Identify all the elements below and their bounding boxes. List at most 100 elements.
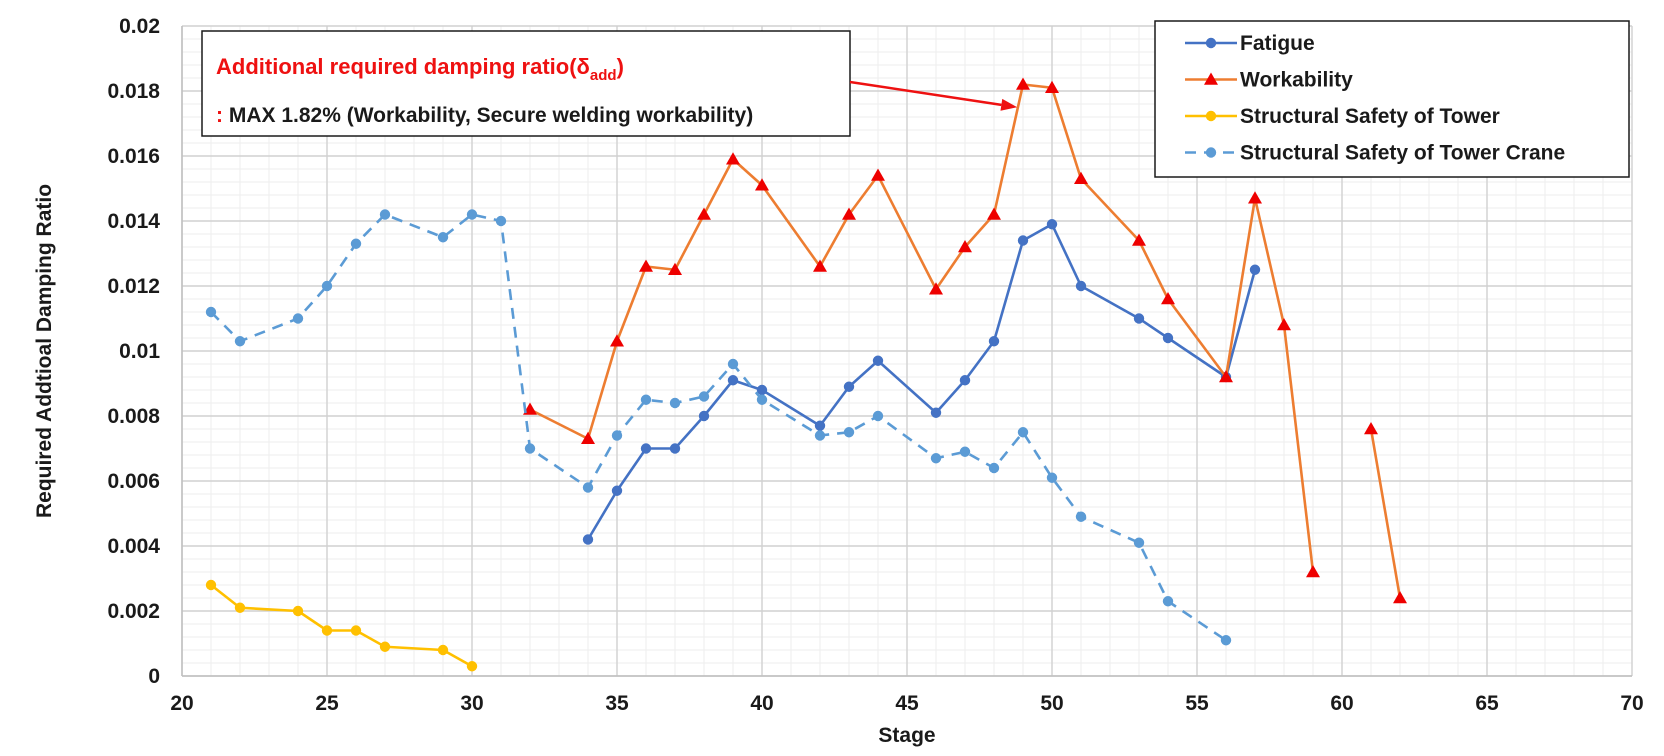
data-point-fatigue	[582, 534, 594, 545]
x-tick-label: 40	[750, 692, 773, 715]
y-tick-label: 0.012	[107, 275, 160, 298]
data-point-fatigue	[1162, 332, 1174, 344]
data-point-workability	[1248, 191, 1262, 204]
data-point-structural-safety-of-tower-crane	[1046, 472, 1058, 483]
data-point-structural-safety-of-tower-crane	[756, 394, 768, 405]
annotation-title: Additional required damping ratio(δadd)	[216, 54, 624, 84]
data-point-structural-safety-of-tower-crane	[843, 427, 855, 438]
data-point-workability	[1074, 171, 1088, 184]
data-point-fatigue	[1249, 264, 1261, 275]
data-point-fatigue	[1075, 280, 1087, 292]
y-tick-label: 0.02	[119, 15, 160, 38]
data-point-structural-safety-of-tower	[379, 641, 391, 652]
data-point-fatigue	[930, 407, 942, 418]
data-point-structural-safety-of-tower-crane	[1133, 537, 1145, 548]
data-point-workability	[668, 262, 682, 275]
legend: Fatigue Workability Structural Safety of T…	[1154, 20, 1630, 178]
data-point-structural-safety-of-tower-crane	[292, 313, 304, 324]
data-point-fatigue	[640, 443, 652, 454]
x-tick-label: 70	[1620, 692, 1643, 715]
series-fatigue	[582, 219, 1261, 545]
data-point-workability	[610, 334, 624, 347]
annotation-text: : MAX 1.82% (Workability, Secure welding…	[216, 104, 753, 127]
data-point-structural-safety-of-tower	[292, 605, 304, 617]
data-point-fatigue	[1133, 313, 1145, 324]
legend-marker-workability	[1204, 72, 1218, 85]
x-tick-label: 25	[315, 692, 339, 715]
data-point-structural-safety-of-tower-crane	[234, 336, 246, 347]
data-point-structural-safety-of-tower-crane	[350, 238, 362, 249]
x-tick-label: 60	[1330, 692, 1353, 715]
annotation-title-close: )	[617, 54, 624, 79]
data-point-structural-safety-of-tower	[321, 625, 333, 636]
data-point-fatigue	[669, 443, 681, 454]
legend-item-workability: Workability	[1185, 69, 1353, 92]
data-point-structural-safety-of-tower-crane	[698, 391, 710, 402]
data-point-structural-safety-of-tower-crane	[437, 232, 449, 243]
data-point-workability	[842, 207, 856, 220]
data-point-workability	[1277, 318, 1291, 331]
legend-marker-structural-safety-of-tower	[1205, 110, 1217, 122]
data-point-structural-safety-of-tower-crane	[872, 410, 884, 422]
legend-label-structural-safety-of-tower: Structural Safety of Tower	[1240, 105, 1500, 128]
series-line-structural-safety-of-tower-crane	[210, 213, 1227, 642]
data-point-workability	[871, 168, 885, 181]
annotation-subscript: add	[590, 67, 617, 84]
x-tick-label: 30	[460, 692, 483, 715]
data-point-workability	[813, 259, 827, 272]
data-point-structural-safety-of-tower-crane	[205, 306, 217, 318]
data-point-structural-safety-of-tower-crane	[466, 209, 478, 220]
series-structural-safety-of-tower	[205, 579, 478, 672]
data-point-workability	[1219, 370, 1233, 383]
annotation-arrowhead	[1000, 98, 1018, 111]
data-point-structural-safety-of-tower-crane	[1220, 635, 1232, 646]
data-point-structural-safety-of-tower-crane	[582, 482, 594, 493]
x-tick-label: 55	[1185, 692, 1209, 715]
y-tick-label: 0.006	[107, 470, 160, 493]
data-point-structural-safety-of-tower-crane	[640, 394, 652, 405]
data-point-workability	[726, 152, 740, 165]
data-point-fatigue	[959, 375, 971, 386]
data-point-structural-safety-of-tower	[437, 644, 449, 656]
data-point-workability	[639, 259, 653, 272]
data-point-workability	[1161, 292, 1175, 305]
data-point-structural-safety-of-tower	[466, 661, 478, 672]
y-axis-title: Required Addtioal Damping Ratio	[33, 184, 56, 518]
legend-item-structural-safety-of-tower: Structural Safety of Tower	[1185, 105, 1500, 128]
data-point-workability	[987, 207, 1001, 220]
data-point-structural-safety-of-tower-crane	[1162, 596, 1174, 607]
series-line-workability	[1369, 428, 1402, 599]
legend-label-workability: Workability	[1240, 69, 1353, 92]
y-tick-label: 0.008	[107, 405, 160, 428]
series-structural-safety-of-tower-crane	[205, 209, 1232, 646]
x-axis-title: Stage	[878, 724, 935, 747]
x-tick-label: 50	[1040, 692, 1063, 715]
data-point-fatigue	[872, 355, 884, 366]
data-point-workability	[1364, 422, 1378, 435]
data-point-fatigue	[727, 375, 739, 386]
data-point-fatigue	[756, 384, 768, 396]
annotation-box	[201, 30, 851, 137]
data-point-structural-safety-of-tower-crane	[669, 397, 681, 409]
data-point-workability	[1132, 233, 1146, 246]
data-point-fatigue	[611, 485, 623, 496]
data-point-workability	[1306, 565, 1320, 578]
legend-label-structural-safety-of-tower-crane: Structural Safety of Tower Crane	[1240, 142, 1565, 165]
legend-marker-structural-safety-of-tower-crane	[1205, 147, 1217, 158]
data-point-structural-safety-of-tower-crane	[988, 462, 1000, 474]
legend-marker-fatigue	[1205, 37, 1217, 49]
data-point-fatigue	[1046, 219, 1058, 230]
data-point-structural-safety-of-tower-crane	[930, 453, 942, 464]
legend-box	[1154, 20, 1630, 178]
data-point-workability	[958, 240, 972, 253]
data-point-fatigue	[988, 336, 1000, 347]
series-workability	[523, 77, 1407, 604]
data-point-structural-safety-of-tower-crane	[814, 430, 826, 441]
series	[205, 77, 1407, 672]
y-tick-label: 0.018	[107, 80, 160, 103]
y-tick-label: 0	[148, 665, 160, 688]
legend-item-fatigue: Fatigue	[1185, 32, 1315, 55]
annotation-arrow	[849, 80, 1002, 107]
legend-label-fatigue: Fatigue	[1240, 32, 1315, 55]
